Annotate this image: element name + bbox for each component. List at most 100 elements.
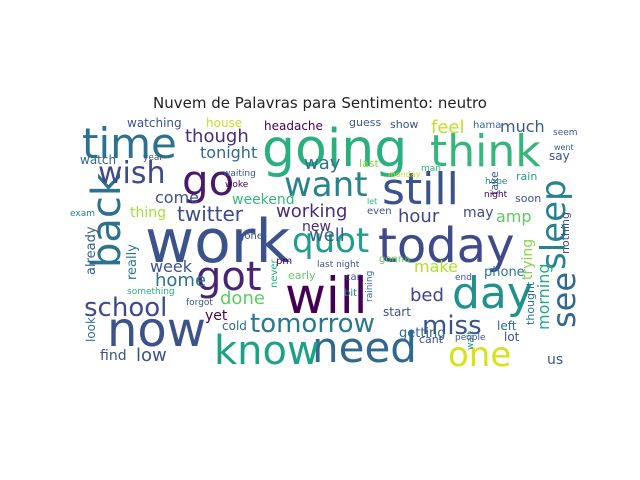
word-low: low — [136, 345, 167, 366]
word-lot: lot — [504, 330, 520, 344]
word-hour: hour — [398, 206, 440, 227]
word-go: go — [182, 156, 234, 205]
word-people: people — [455, 333, 486, 343]
word-tomorrow: tomorrow — [250, 309, 375, 339]
word-home: home — [155, 270, 206, 291]
word-even: even — [367, 206, 392, 217]
word-headache: headache — [264, 119, 323, 133]
word-already: already — [84, 226, 99, 275]
word-look: look — [84, 317, 98, 342]
word-pm: pm — [276, 256, 292, 267]
word-need: need — [312, 323, 417, 372]
word-gone: gone — [238, 231, 263, 242]
word-going: going — [262, 119, 407, 179]
word-quot: quot — [292, 221, 369, 261]
word-sleep: sleep — [534, 179, 574, 270]
word-wish: wish — [98, 156, 166, 191]
word-want: want — [284, 165, 368, 205]
word-morning: morning — [534, 263, 553, 330]
word-yet: yet — [205, 308, 228, 324]
word-time: time — [82, 119, 177, 168]
word-raining: raining — [365, 271, 375, 302]
word-know: know — [214, 328, 320, 374]
word-house: house — [206, 116, 242, 130]
word-forgot: forgot — [186, 298, 213, 308]
word-seem: seem — [553, 128, 578, 138]
word-way: way — [304, 153, 341, 174]
word-last: last — [359, 157, 380, 170]
word-night: night — [484, 190, 508, 200]
word-really: really — [125, 244, 140, 280]
word-think: think — [430, 126, 541, 177]
word-feel: feel — [431, 117, 465, 138]
word-miss: miss — [422, 311, 482, 341]
word-never: never — [269, 258, 280, 288]
word-tonight: tonight — [200, 143, 257, 162]
word-twitter: twitter — [177, 202, 244, 226]
word-done: done — [220, 288, 265, 309]
word-find: find — [100, 348, 127, 364]
word-exam: exam — [70, 209, 95, 219]
word-soon: soon — [515, 192, 541, 205]
word-guess: guess — [349, 116, 381, 129]
word-watching: watching — [127, 116, 182, 130]
word-show: show — [390, 118, 418, 131]
word-still: still — [382, 164, 459, 215]
word-amp: amp — [496, 207, 532, 226]
word-now: now — [107, 302, 206, 358]
word-day: day — [452, 268, 533, 319]
word-monday: monday — [388, 170, 421, 179]
word-much: much — [500, 117, 545, 136]
word-last-night: last night — [317, 260, 360, 270]
word-will: will — [285, 267, 368, 325]
word-early: early — [288, 269, 316, 282]
word-bit: bit — [344, 288, 357, 299]
word-school: school — [84, 293, 167, 323]
word-weekend: weekend — [232, 192, 295, 208]
word-though: though — [185, 126, 249, 147]
word-thing: thing — [130, 205, 166, 221]
word-start: start — [383, 305, 411, 319]
word-hope: hope — [485, 177, 508, 187]
word-nothing: nothing — [559, 212, 572, 254]
word-left: left — [497, 319, 517, 333]
word-thought: thought — [524, 281, 537, 325]
word-week: week — [150, 257, 193, 276]
word-cant: cant — [419, 333, 444, 346]
word-bed: bed — [410, 285, 444, 306]
word-woke: woke — [225, 180, 249, 190]
word-end: end — [455, 273, 472, 283]
chart-title: Nuvem de Palavras para Sentimento: neutr… — [153, 94, 487, 112]
word-wait: wait — [466, 331, 476, 350]
word-went: went — [554, 143, 574, 152]
word-working: working — [276, 201, 347, 222]
word-today: today — [378, 218, 514, 274]
word-hama: hama — [473, 120, 501, 131]
word-us: us — [547, 352, 563, 368]
word-well: well — [309, 225, 345, 246]
word-trying: trying — [520, 239, 536, 280]
word-take: take — [488, 171, 501, 195]
word-something: something — [127, 287, 175, 297]
word-waiting: waiting — [223, 169, 256, 179]
word-man: man — [421, 164, 441, 174]
word-car: car — [345, 272, 362, 283]
word-rain: rain — [516, 170, 537, 183]
word-work: work — [145, 207, 290, 277]
word-may: may — [463, 205, 494, 221]
word-cold: cold — [222, 319, 247, 333]
word-back: back — [84, 172, 130, 268]
word-year: year — [143, 153, 163, 163]
word-one: one — [448, 335, 511, 375]
word-phone: phone — [484, 265, 525, 280]
word-new: new — [302, 219, 331, 235]
word-make: make — [414, 257, 458, 276]
word-watch: watch — [80, 153, 116, 167]
word-getting: getting — [399, 326, 446, 341]
word-gonna: gonna — [379, 254, 410, 265]
word-let: let — [367, 197, 377, 206]
word-got: got — [196, 254, 262, 300]
word-say: say — [549, 149, 570, 163]
word-see: see — [545, 272, 583, 328]
